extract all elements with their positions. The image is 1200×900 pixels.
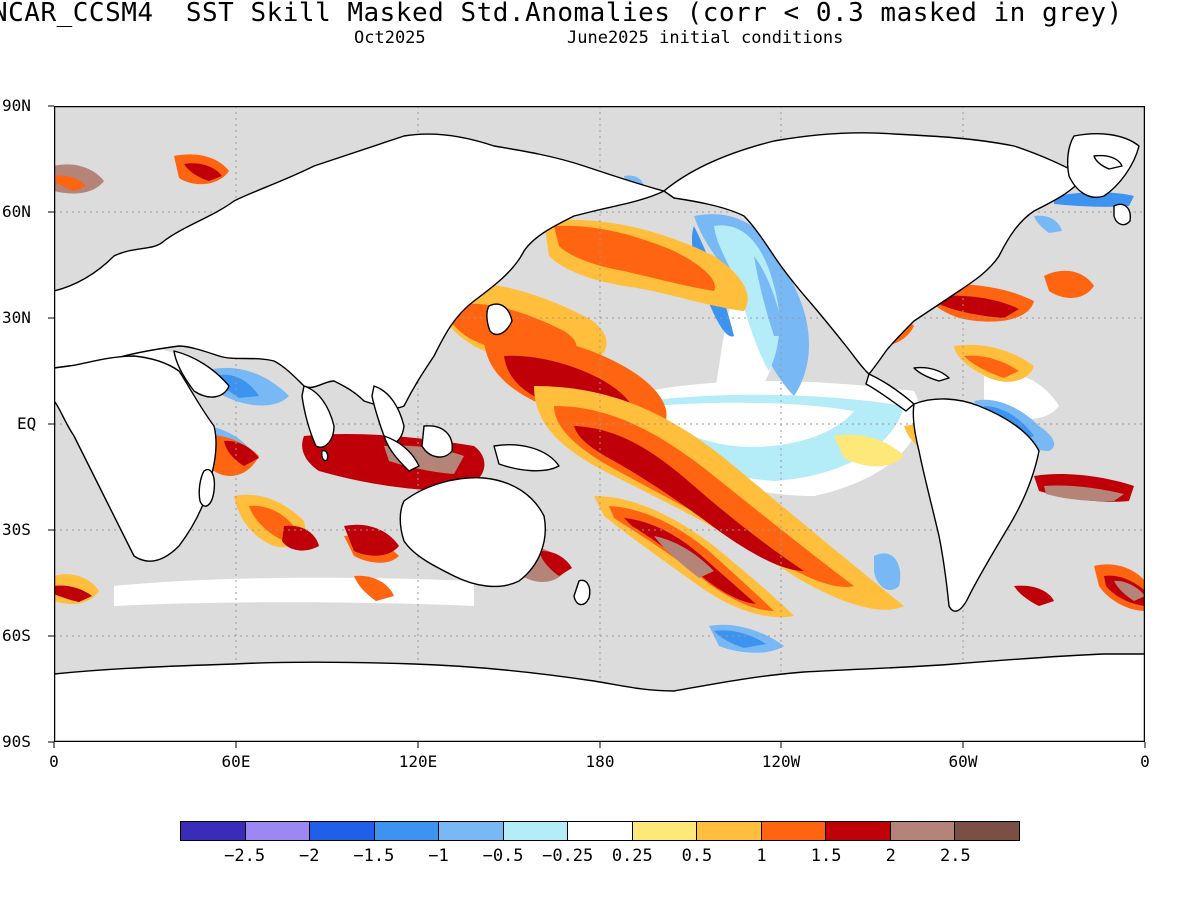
lat-label: 30N (2, 308, 31, 327)
colorbar-label: 1.5 (810, 846, 842, 866)
lat-label: 90S (2, 732, 31, 751)
colorbar-label: −2 (298, 846, 320, 866)
map-title: NCAR_CCSM4 SST Skill Masked Std.Anomalie… (0, 0, 1123, 28)
colorbar-label: −1.5 (353, 846, 395, 866)
eurasia (54, 133, 665, 409)
south-america (912, 398, 1040, 612)
colorbar-swatch (697, 822, 762, 840)
lon-label: 60E (221, 752, 251, 771)
colorbar-label: 1 (756, 846, 767, 866)
colorbar-swatch (890, 822, 956, 840)
sri-lanka (321, 449, 329, 462)
forecast-month: Oct2025 (354, 28, 426, 48)
map-frame (54, 106, 1145, 742)
central-america (865, 373, 915, 412)
colorbar-label: 2.5 (940, 846, 971, 866)
north-america (663, 132, 1085, 375)
colorbar-swatch (310, 822, 375, 840)
colorbar (180, 821, 1020, 841)
lat-label: 30S (2, 520, 31, 539)
colorbar-label: 0.25 (611, 846, 653, 866)
colorbar-swatch (632, 822, 698, 840)
india (301, 385, 335, 448)
lon-label: 120W (761, 752, 801, 771)
lon-label: 0 (49, 752, 59, 771)
lon-label: 0 (1140, 752, 1150, 771)
british-isles (1113, 203, 1131, 226)
japan (486, 303, 513, 336)
colorbar-swatch (181, 822, 246, 840)
colorbar-label: 0.5 (681, 846, 713, 866)
colorbar-label: −0.5 (482, 846, 524, 866)
new-guinea (493, 444, 560, 472)
antarctica (54, 653, 1145, 742)
lat-label: 60S (2, 626, 31, 645)
lon-label: 120E (398, 752, 438, 771)
colorbar-label: −0.25 (542, 846, 594, 866)
africa (54, 355, 217, 562)
colorbar-swatch (826, 822, 891, 840)
lat-label: 60N (2, 202, 31, 221)
lon-label: 180 (585, 752, 615, 771)
colorbar-swatch (955, 822, 1019, 840)
lat-label: EQ (17, 414, 37, 433)
arabia (173, 350, 230, 398)
cuba (913, 366, 950, 382)
initial-conditions: June2025 initial conditions (567, 28, 844, 48)
borneo (421, 425, 453, 458)
australia (399, 477, 546, 588)
colorbar-label: 2 (885, 846, 896, 866)
colorbar-label: −2.5 (224, 846, 266, 866)
lon-label: 60W (948, 752, 978, 771)
sst-anomaly-map (54, 106, 1145, 742)
land-masses (54, 132, 1145, 742)
new-zealand (573, 579, 591, 606)
colorbar-swatch (568, 822, 633, 840)
colorbar-swatch (245, 822, 311, 840)
colorbar-swatch (761, 822, 827, 840)
iceland (1093, 154, 1123, 170)
warm-anomalies (54, 144, 1145, 618)
colorbar-label: −1 (428, 846, 449, 866)
colorbar-swatch (503, 822, 569, 840)
colorbar-swatch (374, 822, 440, 840)
madagascar (198, 468, 216, 507)
sumatra (383, 435, 420, 472)
colorbar-swatch (439, 822, 504, 840)
lat-label: 90N (2, 96, 31, 115)
